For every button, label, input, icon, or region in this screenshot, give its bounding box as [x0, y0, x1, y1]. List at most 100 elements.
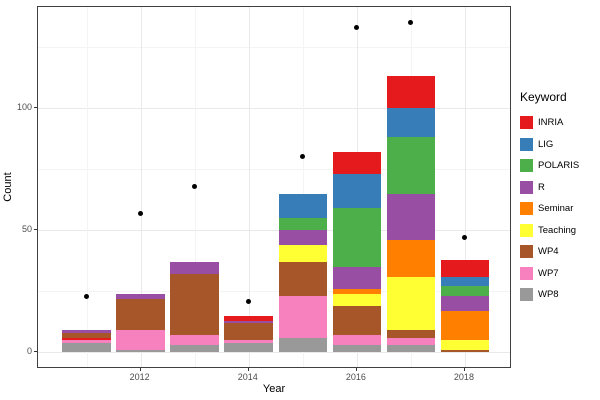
- bar-2011-WP4: [62, 332, 111, 338]
- bar-2013-WP8: [170, 344, 219, 353]
- bar-2013-WP4: [170, 274, 219, 336]
- bar-2015-Teaching: [278, 244, 328, 262]
- legend-label-POLARIS: POLARIS: [538, 160, 580, 172]
- x-axis-title: Year: [262, 383, 286, 395]
- legend-label-Seminar: Seminar: [538, 203, 574, 215]
- bar-2017-WP8: [386, 344, 436, 353]
- y-tick-label-100: 100: [16, 101, 32, 112]
- legend-title: Keyword: [520, 90, 567, 104]
- grid-major-h-50: [38, 230, 510, 232]
- y-tick-mark-50: [34, 229, 37, 231]
- bar-2018-INRIA: [440, 259, 490, 277]
- bar-2016-WP8: [332, 344, 382, 353]
- y-tick-mark-100: [34, 107, 37, 109]
- bar-2016-Seminar: [332, 288, 382, 294]
- bar-2011-WP8: [62, 342, 111, 353]
- bar-2015-WP7: [278, 296, 328, 338]
- bar-2017-INRIA: [386, 76, 436, 109]
- x-tick-mark-2012: [139, 368, 141, 371]
- bar-2017-WP4: [386, 330, 436, 338]
- bar-2011-WP7: [62, 340, 111, 343]
- point-2015: [300, 154, 306, 160]
- point-2013: [192, 183, 198, 189]
- legend-swatch-INRIA: [520, 116, 533, 130]
- grid-major-h-100: [38, 108, 510, 110]
- bar-2016-WP7: [332, 335, 382, 345]
- legend-label-INRIA: INRIA: [538, 117, 564, 129]
- bar-2017-Seminar: [386, 239, 436, 277]
- legend-entry-POLARIS: POLARIS: [520, 155, 579, 177]
- legend-swatch-LIG: [520, 137, 533, 151]
- bar-2016-R: [332, 266, 382, 289]
- legend-swatch-WP7: [520, 266, 533, 280]
- bar-2016-LIG: [332, 174, 382, 209]
- bar-2017-LIG: [386, 108, 436, 138]
- bar-2011-INRIA: [62, 337, 111, 341]
- bar-2018-R: [440, 296, 490, 311]
- bar-2015-WP4: [278, 261, 328, 297]
- legend-swatch-Teaching: [520, 223, 533, 237]
- bar-2018-LIG: [440, 276, 490, 287]
- point-2012: [138, 210, 144, 216]
- y-axis-title: Count: [2, 172, 14, 202]
- x-tick-label-2018: 2018: [453, 372, 474, 382]
- legend-entry-Teaching: Teaching: [520, 220, 579, 242]
- y-tick-label-0: 0: [26, 345, 32, 356]
- bar-2012-WP7: [116, 330, 165, 350]
- legend-swatch-R: [520, 180, 533, 194]
- x-tick-mark-2016: [355, 368, 357, 371]
- legend-entries: INRIA LIG POLARIS R Seminar Teaching WP4 WP7 WP8: [520, 112, 579, 306]
- bar-2016-POLARIS: [332, 208, 382, 267]
- grid-minor-v-2011: [86, 7, 88, 367]
- grid-minor-h-25: [38, 291, 510, 293]
- legend-entry-WP7: WP7: [520, 263, 579, 285]
- bar-2015-LIG: [278, 193, 328, 218]
- bar-2018-Seminar: [440, 310, 490, 341]
- legend-swatch-POLARIS: [520, 159, 533, 173]
- grid-minor-v-2015: [302, 7, 304, 367]
- legend-label-WP8: WP8: [538, 289, 559, 301]
- x-tick-label-2014: 2014: [237, 372, 258, 382]
- bar-2012-WP4: [116, 298, 165, 331]
- bar-2018-WP4: [440, 349, 490, 353]
- bar-2011-R: [62, 330, 111, 333]
- point-2011: [84, 293, 90, 299]
- legend-label-WP4: WP4: [538, 246, 559, 258]
- legend-label-R: R: [538, 181, 545, 193]
- point-2018: [462, 235, 468, 241]
- grid-major-v-2012: [140, 7, 142, 367]
- x-tick-label-2016: 2016: [345, 372, 366, 382]
- legend-label-WP7: WP7: [538, 267, 559, 279]
- legend-entry-INRIA: INRIA: [520, 112, 579, 134]
- bar-2014-WP8: [224, 342, 274, 353]
- bar-2016-Teaching: [332, 293, 382, 306]
- bar-2018-POLARIS: [440, 286, 490, 297]
- grid-major-v-2014: [248, 7, 250, 367]
- y-tick-mark-0: [34, 351, 37, 353]
- bar-2015-R: [278, 230, 328, 245]
- bar-2013-R: [170, 261, 219, 275]
- plot-panel: [37, 6, 511, 368]
- legend-swatch-WP8: [520, 288, 533, 302]
- bar-2016-INRIA: [332, 152, 382, 175]
- bar-2012-WP8: [116, 349, 165, 353]
- bar-2015-WP8: [278, 337, 328, 353]
- point-2014: [246, 298, 252, 304]
- bar-2016-WP4: [332, 305, 382, 336]
- grid-major-h-0: [38, 352, 510, 354]
- bar-2014-R: [224, 320, 274, 323]
- bar-2013-WP7: [170, 335, 219, 345]
- legend-label-LIG: LIG: [538, 138, 554, 150]
- bar-2012-R: [116, 293, 165, 299]
- bar-2014-INRIA: [224, 315, 274, 321]
- x-tick-mark-2018: [463, 368, 465, 371]
- bar-2017-WP7: [386, 337, 436, 345]
- bar-2017-Teaching: [386, 276, 436, 331]
- legend-entry-LIG: LIG: [520, 134, 579, 156]
- legend-label-Teaching: Teaching: [538, 224, 577, 236]
- x-tick-label-2012: 2012: [129, 372, 150, 382]
- legend-entry-Seminar: Seminar: [520, 198, 579, 220]
- y-tick-label-50: 50: [21, 223, 32, 234]
- x-tick-mark-2014: [247, 368, 249, 371]
